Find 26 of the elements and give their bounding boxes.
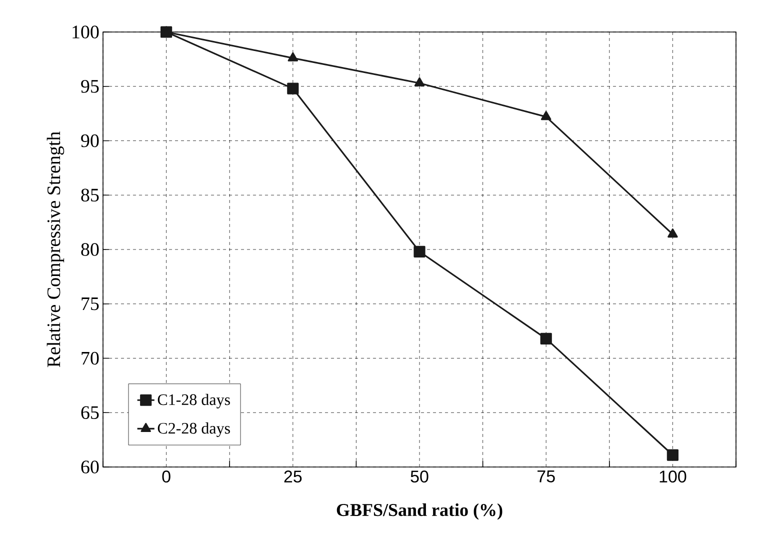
x-tick-label: 25 (284, 470, 302, 483)
point (414, 77, 425, 86)
x-tick-label: 0 (162, 470, 170, 483)
x-tick-label: 100 (660, 470, 686, 483)
point (540, 111, 552, 120)
y-tick-label: 60 (81, 460, 99, 474)
x-tick-label: 75 (538, 470, 555, 482)
y-tick-label: 85 (81, 188, 99, 202)
y-tick-label: 90 (81, 134, 99, 148)
legend-label: C2-28 days (158, 422, 230, 437)
point (668, 228, 678, 238)
y-tick-label: 75 (82, 298, 99, 310)
x-axis-title: GBFS/Sand ratio (%) (336, 503, 502, 520)
point (540, 332, 552, 344)
point (414, 246, 426, 258)
y-tick-label: 80 (81, 243, 99, 256)
point (666, 449, 678, 461)
point (288, 52, 298, 62)
y-tick-label: 70 (82, 352, 99, 365)
x-tick-label: 50 (410, 470, 428, 483)
y-tick-label: 65 (81, 406, 99, 419)
y-axis-title: Relative Compressive Strength (46, 132, 64, 368)
legend-label: C1-28 days (158, 394, 230, 408)
y-tick-label: 100 (72, 26, 99, 38)
y-tick-label: 95 (81, 80, 99, 93)
point (287, 82, 299, 94)
